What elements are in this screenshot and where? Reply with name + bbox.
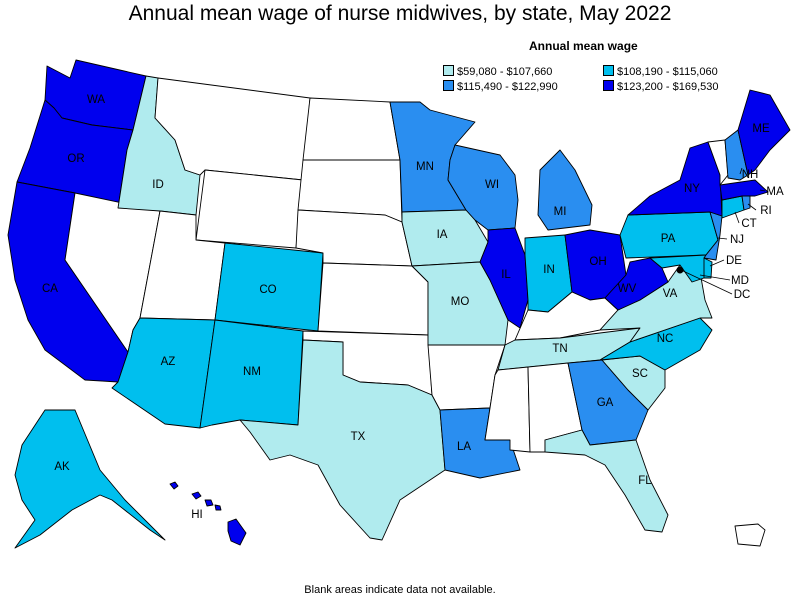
state-IL[interactable]	[479, 227, 529, 329]
state-label-MN: MN	[416, 161, 434, 173]
state-label-MA: MA	[766, 186, 784, 198]
state-label-CT: CT	[741, 218, 756, 230]
leader-line-CT	[734, 211, 740, 224]
legend-swatch-1	[443, 65, 454, 76]
state-NH[interactable]	[724, 129, 749, 181]
state-label-NY: NY	[684, 183, 700, 195]
state-label-NM: NM	[243, 366, 261, 378]
state-label-IA: IA	[437, 229, 448, 241]
state-VT[interactable]	[707, 139, 729, 186]
state-NY[interactable]	[627, 141, 723, 217]
state-label-WV: WV	[618, 283, 637, 295]
state-label-MO: MO	[451, 296, 470, 308]
state-KS[interactable]	[317, 262, 429, 336]
legend-label-4: $123,200 - $169,530	[617, 81, 719, 93]
state-KY[interactable]	[514, 291, 619, 341]
state-label-ID: ID	[152, 179, 164, 191]
leader-line-RI	[747, 203, 757, 211]
legend-title: Annual mean wage	[529, 39, 638, 53]
state-NJ[interactable]	[703, 211, 723, 261]
state-label-NJ: NJ	[730, 234, 744, 246]
state-label-NH: NH	[742, 169, 759, 181]
state-AK[interactable]	[14, 409, 166, 549]
state-label-AK: AK	[54, 461, 70, 473]
state-label-MD: MD	[731, 275, 749, 287]
state-label-PA: PA	[661, 233, 676, 245]
state-PR[interactable]	[734, 523, 766, 547]
state-label-WI: WI	[485, 179, 499, 191]
state-label-AZ: AZ	[161, 356, 176, 368]
state-MA[interactable]	[719, 179, 769, 201]
state-label-TX: TX	[351, 431, 366, 443]
legend-item-4: $123,200 - $169,530	[603, 80, 719, 93]
footnote: Blank areas indicate data not available.	[304, 584, 496, 596]
state-label-GA: GA	[597, 397, 614, 409]
leader-line-MD	[699, 274, 731, 281]
legend-swatch-4	[603, 80, 614, 91]
leader-line-DE	[709, 259, 725, 267]
state-label-CA: CA	[42, 283, 58, 295]
leader-line-DC	[680, 269, 733, 295]
state-label-SC: SC	[632, 368, 648, 380]
state-label-CO: CO	[259, 284, 276, 296]
legend-swatch-3	[443, 80, 454, 91]
state-label-RI: RI	[760, 205, 772, 217]
state-MI[interactable]	[537, 149, 593, 231]
state-label-NC: NC	[657, 333, 674, 345]
state-WY[interactable]	[195, 169, 304, 249]
state-label-FL: FL	[638, 475, 652, 487]
map-title: Annual mean wage of nurse midwives, by s…	[128, 2, 672, 25]
legend-label-3: $115,490 - $122,990	[457, 81, 558, 93]
leader-line-MA	[759, 189, 766, 192]
legend-item-1: $59,080 - $107,660	[443, 65, 552, 78]
leader-line-NJ	[717, 237, 728, 240]
state-label-VA: VA	[663, 288, 678, 300]
state-FL[interactable]	[544, 429, 669, 533]
state-label-ME: ME	[752, 123, 770, 135]
leader-line-NH	[739, 167, 743, 175]
state-label-LA: LA	[457, 441, 471, 453]
legend-item-3: $115,490 - $122,990	[443, 80, 558, 93]
state-label-DE: DE	[726, 255, 742, 267]
legend-label-2: $108,190 - $115,060	[617, 66, 718, 78]
state-ND[interactable]	[302, 97, 401, 161]
state-label-OH: OH	[589, 256, 606, 268]
state-WI[interactable]	[447, 144, 519, 231]
state-label-TN: TN	[552, 343, 567, 355]
state-ME[interactable]	[737, 89, 791, 176]
state-label-DC: DC	[734, 289, 751, 301]
state-HI[interactable]	[169, 481, 247, 546]
state-label-WA: WA	[87, 94, 105, 106]
state-TX[interactable]	[239, 339, 446, 541]
state-label-IN: IN	[543, 264, 555, 276]
state-label-MI: MI	[554, 206, 567, 218]
state-label-IL: IL	[501, 269, 511, 281]
state-DC[interactable]	[676, 266, 684, 274]
legend-item-2: $108,190 - $115,060	[603, 65, 718, 78]
legend-label-1: $59,080 - $107,660	[457, 66, 553, 78]
state-label-OR: OR	[67, 153, 84, 165]
legend-swatch-2	[603, 65, 614, 76]
state-label-HI: HI	[191, 509, 203, 521]
state-DE[interactable]	[703, 257, 713, 279]
